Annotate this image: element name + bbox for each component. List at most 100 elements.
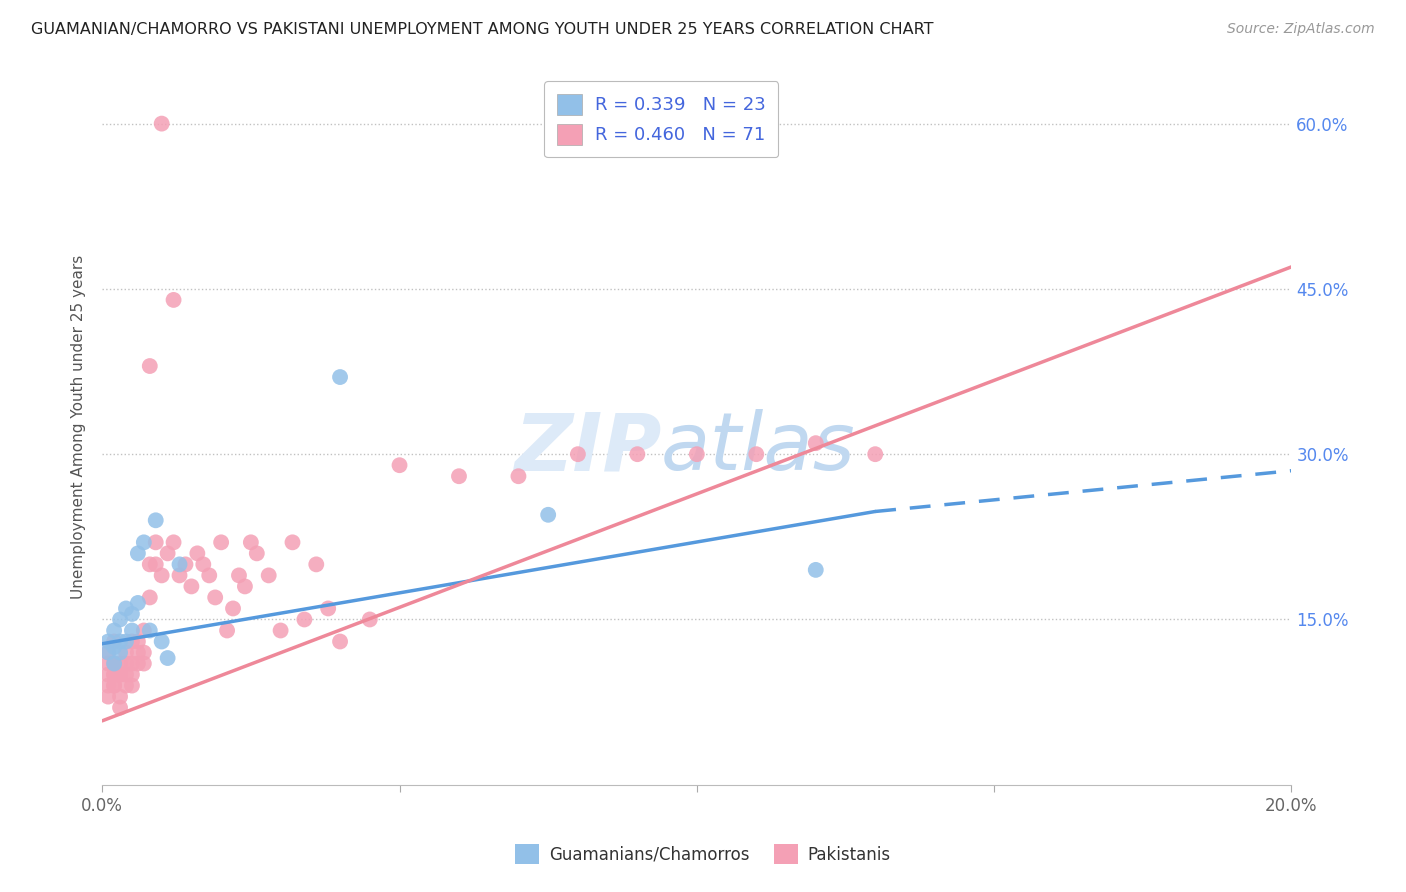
Point [139, 558, 162, 572]
Point [222, 601, 245, 615]
Text: Source: ZipAtlas.com: Source: ZipAtlas.com [1227, 22, 1375, 37]
Point [121, 667, 143, 681]
Text: atlas: atlas [661, 409, 856, 487]
Point [246, 546, 269, 560]
Point [127, 646, 149, 660]
Point [108, 667, 131, 681]
Point [745, 447, 768, 461]
Point [145, 558, 167, 572]
Point [115, 634, 138, 648]
Point [132, 624, 155, 638]
Point [108, 667, 131, 681]
Point [115, 667, 138, 681]
Point [132, 535, 155, 549]
Point [567, 447, 589, 461]
Point [150, 634, 173, 648]
Point [97, 657, 120, 671]
Point [626, 447, 648, 461]
Point [115, 679, 138, 693]
Point [108, 612, 131, 626]
Point [174, 558, 197, 572]
Point [127, 596, 149, 610]
Text: ZIP: ZIP [513, 409, 661, 487]
Point [115, 657, 138, 671]
Point [150, 117, 173, 131]
Point [121, 624, 143, 638]
Point [145, 513, 167, 527]
Point [121, 607, 143, 621]
Point [233, 579, 256, 593]
Point [316, 601, 339, 615]
Point [228, 568, 250, 582]
Point [447, 469, 470, 483]
Point [97, 646, 120, 660]
Point [139, 591, 162, 605]
Legend: R = 0.339   N = 23, R = 0.460   N = 71: R = 0.339 N = 23, R = 0.460 N = 71 [544, 81, 778, 157]
Point [156, 651, 179, 665]
Point [103, 640, 125, 654]
Point [186, 546, 208, 560]
Point [239, 535, 262, 549]
Point [103, 667, 125, 681]
Point [305, 558, 328, 572]
Point [150, 568, 173, 582]
Point [270, 624, 292, 638]
Point [139, 359, 162, 373]
Point [97, 634, 120, 648]
Point [209, 535, 232, 549]
Point [329, 370, 352, 384]
Point [217, 624, 239, 638]
Point [127, 546, 149, 560]
Point [139, 624, 162, 638]
Point [115, 646, 138, 660]
Y-axis label: Unemployment Among Youth under 25 years: Unemployment Among Youth under 25 years [72, 254, 86, 599]
Point [127, 657, 149, 671]
Point [281, 535, 304, 549]
Point [103, 634, 125, 648]
Point [132, 657, 155, 671]
Point [537, 508, 560, 522]
Point [121, 657, 143, 671]
Point [103, 667, 125, 681]
Point [97, 679, 120, 693]
Point [103, 679, 125, 693]
Point [162, 535, 184, 549]
Point [108, 690, 131, 704]
Point [103, 624, 125, 638]
Point [132, 646, 155, 660]
Point [145, 535, 167, 549]
Point [686, 447, 709, 461]
Point [198, 568, 221, 582]
Point [388, 458, 411, 473]
Point [193, 558, 215, 572]
Legend: Guamanians/Chamorros, Pakistanis: Guamanians/Chamorros, Pakistanis [509, 838, 897, 871]
Point [292, 612, 315, 626]
Point [804, 563, 827, 577]
Point [108, 700, 131, 714]
Point [121, 634, 143, 648]
Point [204, 591, 226, 605]
Point [508, 469, 530, 483]
Point [103, 657, 125, 671]
Point [127, 634, 149, 648]
Point [359, 612, 381, 626]
Point [329, 634, 352, 648]
Point [103, 657, 125, 671]
Point [108, 646, 131, 660]
Point [121, 679, 143, 693]
Text: GUAMANIAN/CHAMORRO VS PAKISTANI UNEMPLOYMENT AMONG YOUTH UNDER 25 YEARS CORRELAT: GUAMANIAN/CHAMORRO VS PAKISTANI UNEMPLOY… [31, 22, 934, 37]
Point [257, 568, 280, 582]
Point [97, 646, 120, 660]
Point [162, 293, 184, 307]
Point [108, 657, 131, 671]
Point [863, 447, 886, 461]
Point [108, 634, 131, 648]
Point [169, 568, 191, 582]
Point [804, 436, 827, 450]
Point [97, 690, 120, 704]
Point [169, 558, 191, 572]
Point [156, 546, 179, 560]
Point [97, 667, 120, 681]
Point [115, 601, 138, 615]
Point [180, 579, 202, 593]
